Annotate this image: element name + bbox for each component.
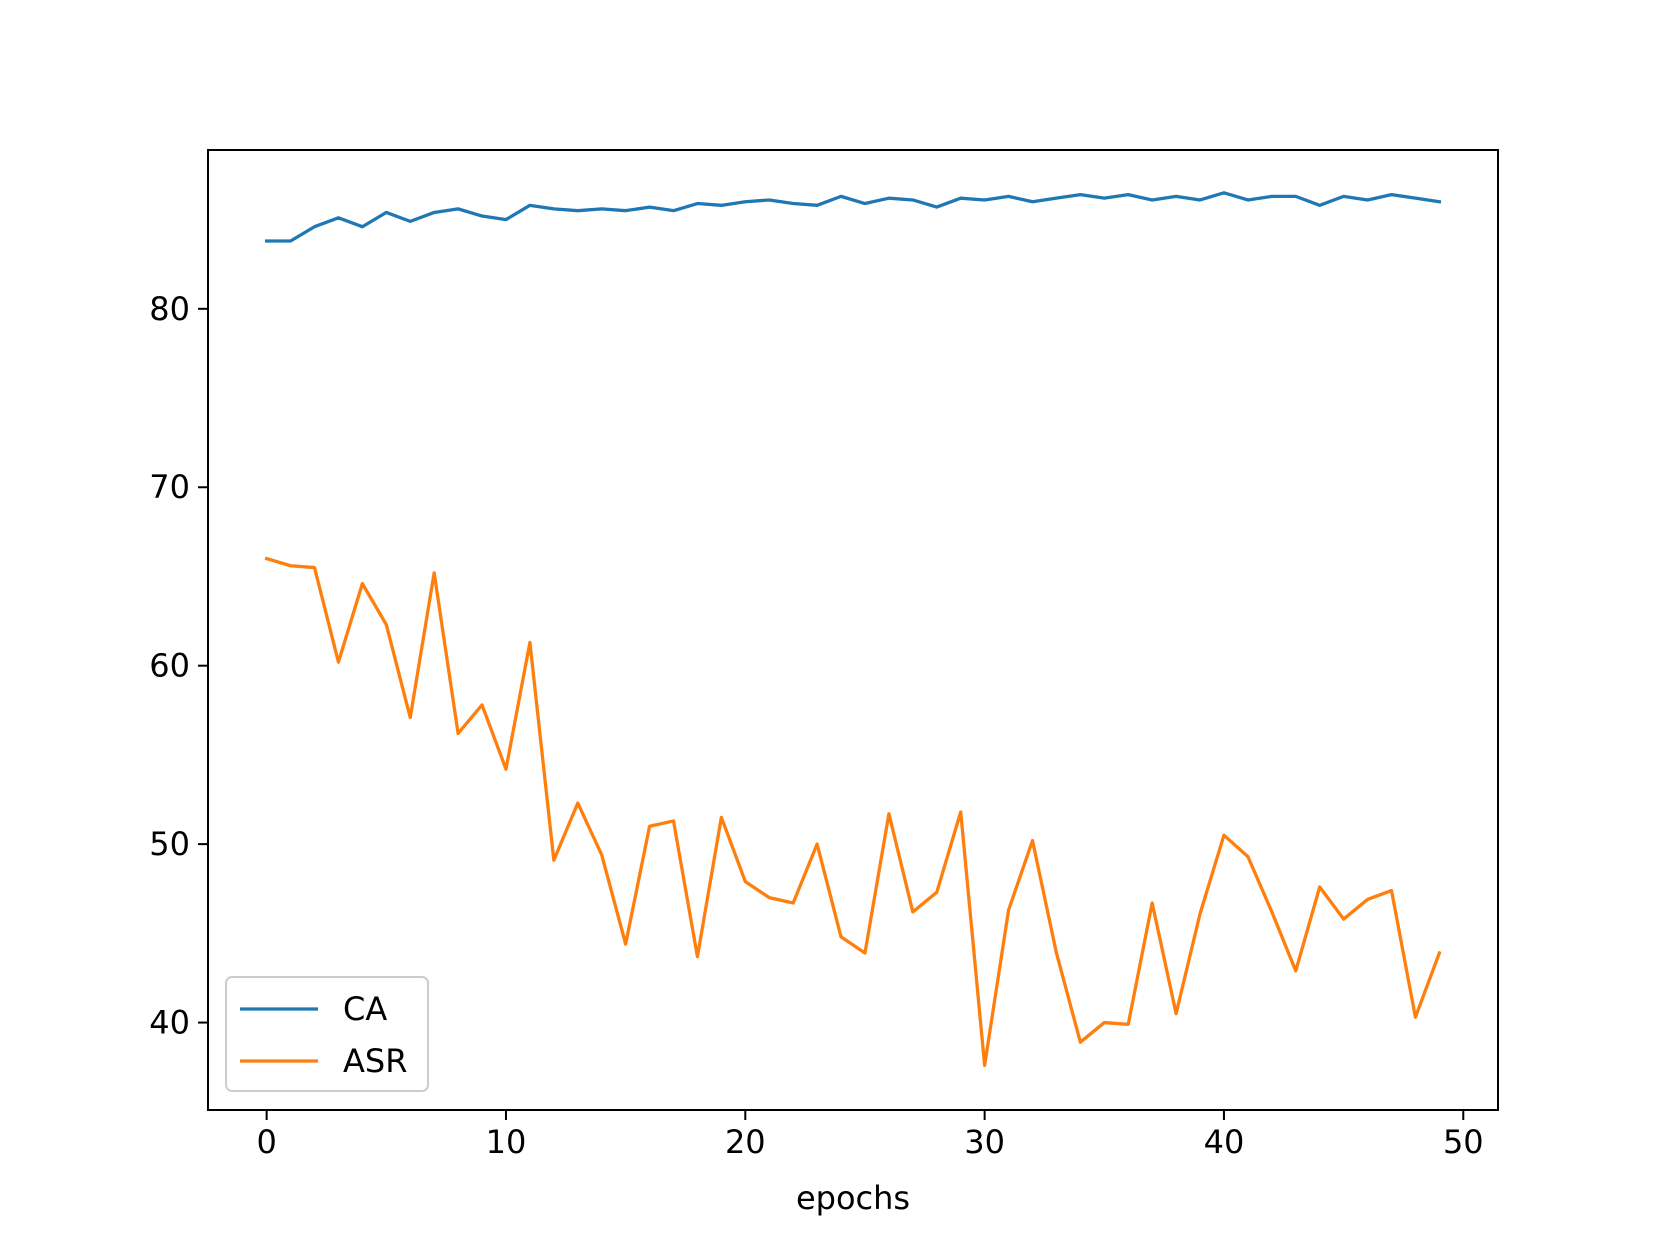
plot-area bbox=[208, 150, 1498, 1110]
y-tick-label: 80 bbox=[149, 290, 190, 328]
y-tick-label: 60 bbox=[149, 647, 190, 685]
series-layer bbox=[264, 191, 1442, 1068]
series-line-asr bbox=[264, 556, 1442, 1068]
y-tick-label: 50 bbox=[149, 825, 190, 863]
legend-label-ca: CA bbox=[343, 990, 387, 1028]
x-tick-label: 30 bbox=[964, 1123, 1005, 1161]
y-tick-label: 70 bbox=[149, 468, 190, 506]
legend: CA ASR bbox=[225, 976, 429, 1092]
axes-frame bbox=[207, 149, 1499, 1111]
y-tick-label: 40 bbox=[149, 1004, 190, 1042]
x-tick-label: 10 bbox=[486, 1123, 527, 1161]
x-tick-label: 40 bbox=[1204, 1123, 1245, 1161]
axis-ticks: 0 10 20 30 40 50 40 50 60 70 80 bbox=[149, 290, 1483, 1161]
x-axis-label: epochs bbox=[796, 1179, 910, 1217]
legend-label-asr: ASR bbox=[343, 1042, 407, 1080]
x-tick-label: 50 bbox=[1443, 1123, 1484, 1161]
series-line-ca bbox=[264, 191, 1442, 243]
x-tick-label: 20 bbox=[725, 1123, 766, 1161]
x-tick-label: 0 bbox=[256, 1123, 276, 1161]
